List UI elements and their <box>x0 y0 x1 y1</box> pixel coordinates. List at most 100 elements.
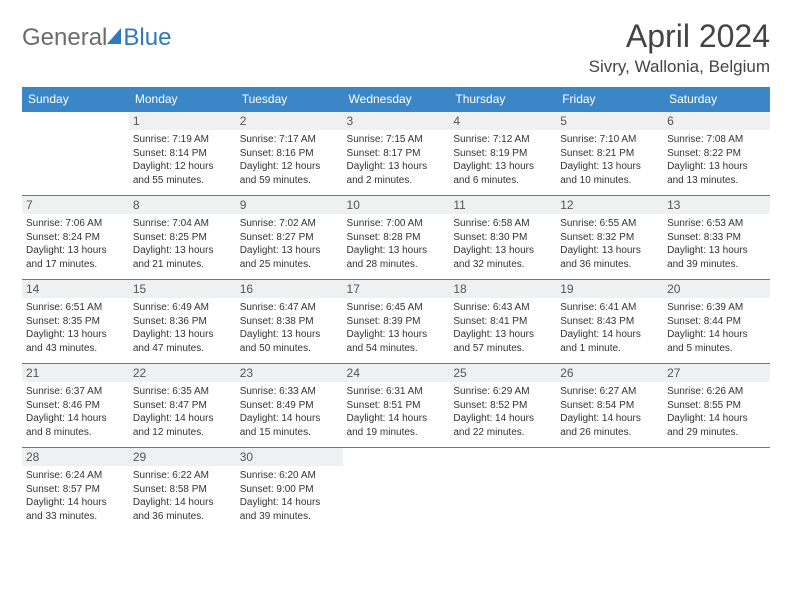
sunrise-text: Sunrise: 6:37 AM <box>26 386 102 397</box>
day-number: 10 <box>343 196 450 214</box>
calendar-table: SundayMondayTuesdayWednesdayThursdayFrid… <box>22 87 770 532</box>
day-details: Sunrise: 7:02 AMSunset: 8:27 PMDaylight:… <box>240 217 339 271</box>
sunrise-text: Sunrise: 6:58 AM <box>453 218 529 229</box>
calendar-day: 25Sunrise: 6:29 AMSunset: 8:52 PMDayligh… <box>449 364 556 448</box>
calendar-day: 17Sunrise: 6:45 AMSunset: 8:39 PMDayligh… <box>343 280 450 364</box>
daylight-text-2: and 39 minutes. <box>240 511 311 522</box>
sunset-text: Sunset: 8:57 PM <box>26 484 100 495</box>
sunrise-text: Sunrise: 6:51 AM <box>26 302 102 313</box>
daylight-text-2: and 15 minutes. <box>240 427 311 438</box>
sunset-text: Sunset: 8:16 PM <box>240 148 314 159</box>
day-number: 3 <box>343 112 450 130</box>
daylight-text-2: and 25 minutes. <box>240 259 311 270</box>
day-details: Sunrise: 6:43 AMSunset: 8:41 PMDaylight:… <box>453 301 552 355</box>
sunset-text: Sunset: 8:44 PM <box>667 316 741 327</box>
day-number: 6 <box>663 112 770 130</box>
daylight-text-2: and 57 minutes. <box>453 343 524 354</box>
day-number: 14 <box>22 280 129 298</box>
daylight-text-2: and 36 minutes. <box>560 259 631 270</box>
calendar-day: 5Sunrise: 7:10 AMSunset: 8:21 PMDaylight… <box>556 112 663 196</box>
day-header: Tuesday <box>236 87 343 112</box>
daylight-text-2: and 8 minutes. <box>26 427 92 438</box>
daylight-text-1: Daylight: 13 hours <box>133 245 214 256</box>
calendar-day: 1Sunrise: 7:19 AMSunset: 8:14 PMDaylight… <box>129 112 236 196</box>
daylight-text-2: and 28 minutes. <box>347 259 418 270</box>
sunrise-text: Sunrise: 6:47 AM <box>240 302 316 313</box>
calendar-week: 28 Sunrise: 6:24 AM Sunset: 8:57 PM Dayligh… <box>22 448 770 532</box>
calendar-week: 14Sunrise: 6:51 AMSunset: 8:35 PMDayligh… <box>22 280 770 364</box>
sunset-text: Sunset: 8:27 PM <box>240 232 314 243</box>
daylight-text-1: Daylight: 14 hours <box>667 329 748 340</box>
sunset-text: Sunset: 9:00 PM <box>240 484 314 495</box>
sunset-text: Sunset: 8:14 PM <box>133 148 207 159</box>
day-number: 2 <box>236 112 343 130</box>
daylight-text-2: and 12 minutes. <box>133 427 204 438</box>
calendar-day: 20Sunrise: 6:39 AMSunset: 8:44 PMDayligh… <box>663 280 770 364</box>
calendar-day: 30Sunrise: 6:20 AMSunset: 9:00 PMDayligh… <box>236 448 343 532</box>
sunrise-text: Sunrise: 7:02 AM <box>240 218 316 229</box>
sunrise-text: Sunrise: 6:41 AM <box>560 302 636 313</box>
sunset-text: Sunset: 8:21 PM <box>560 148 634 159</box>
location: Sivry, Wallonia, Belgium <box>589 57 770 77</box>
day-details: Sunrise: 6:41 AMSunset: 8:43 PMDaylight:… <box>560 301 659 355</box>
day-number: 30 <box>236 448 343 466</box>
calendar-day: 8 Sunrise: 7:04 AM Sunset: 8:25 PM Daylight… <box>129 196 236 280</box>
sunrise-text: Sunrise: 7:17 AM <box>240 134 316 145</box>
day-number: 21 <box>22 364 129 382</box>
day-number: 28 <box>22 448 129 466</box>
sunset-text: Sunset: 8:30 PM <box>453 232 527 243</box>
sunset-text: Sunset: 8:32 PM <box>560 232 634 243</box>
daylight-text-2: and 22 minutes. <box>453 427 524 438</box>
sunset-text: Sunset: 8:25 PM <box>133 232 207 243</box>
sunrise-text: Sunrise: 6:24 AM <box>26 470 102 481</box>
calendar-day: 6Sunrise: 7:08 AMSunset: 8:22 PMDaylight… <box>663 112 770 196</box>
day-header: Monday <box>129 87 236 112</box>
day-details: Sunrise: 7:19 AMSunset: 8:14 PMDaylight:… <box>133 133 232 187</box>
logo-sail-icon <box>107 28 121 44</box>
calendar-day: 9Sunrise: 7:02 AMSunset: 8:27 PMDaylight… <box>236 196 343 280</box>
daylight-text-2: and 32 minutes. <box>453 259 524 270</box>
sunset-text: Sunset: 8:24 PM <box>26 232 100 243</box>
sunrise-text: Sunrise: 6:49 AM <box>133 302 209 313</box>
calendar-day: 11Sunrise: 6:58 AMSunset: 8:30 PMDayligh… <box>449 196 556 280</box>
daylight-text-2: and 29 minutes. <box>667 427 738 438</box>
day-details: Sunrise: 7:15 AMSunset: 8:17 PMDaylight:… <box>347 133 446 187</box>
logo: General Blue <box>22 24 171 52</box>
day-header: Friday <box>556 87 663 112</box>
sunset-text: Sunset: 8:49 PM <box>240 400 314 411</box>
daylight-text-2: and 59 minutes. <box>240 175 311 186</box>
day-number: 8 <box>129 196 236 214</box>
daylight-text-2: and 13 minutes. <box>667 175 738 186</box>
sunset-text: Sunset: 8:33 PM <box>667 232 741 243</box>
daylight-text-2: and 1 minute. <box>560 343 621 354</box>
daylight-text-2: and 36 minutes. <box>133 511 204 522</box>
day-details: Sunrise: 7:04 AM Sunset: 8:25 PM Daylight:… <box>133 217 232 271</box>
daylight-text-1: Daylight: 14 hours <box>560 413 641 424</box>
sunrise-text: Sunrise: 6:29 AM <box>453 386 529 397</box>
sunrise-text: Sunrise: 6:39 AM <box>667 302 743 313</box>
day-details: Sunrise: 7:06 AMSunset: 8:24 PMDaylight:… <box>26 217 125 271</box>
day-number: 24 <box>343 364 450 382</box>
day-number: 23 <box>236 364 343 382</box>
calendar-week: 21Sunrise: 6:37 AMSunset: 8:46 PMDayligh… <box>22 364 770 448</box>
calendar-day: 13Sunrise: 6:53 AMSunset: 8:33 PMDayligh… <box>663 196 770 280</box>
daylight-text-1: Daylight: 13 hours <box>26 329 107 340</box>
day-details: Sunrise: 6:26 AMSunset: 8:55 PMDaylight:… <box>667 385 766 439</box>
logo-text-blue: Blue <box>123 24 171 52</box>
day-details: Sunrise: 6:33 AMSunset: 8:49 PMDaylight:… <box>240 385 339 439</box>
daylight-text-1: Daylight: 13 hours <box>133 329 214 340</box>
daylight-text-2: and 33 minutes. <box>26 511 97 522</box>
calendar-day: 21Sunrise: 6:37 AMSunset: 8:46 PMDayligh… <box>22 364 129 448</box>
daylight-text-1: Daylight: 14 hours <box>240 497 321 508</box>
title-block: April 2024 Sivry, Wallonia, Belgium <box>589 18 770 77</box>
sunrise-text: Sunrise: 7:04 AM <box>133 218 209 229</box>
daylight-text-2: and 10 minutes. <box>560 175 631 186</box>
daylight-text-2: and 54 minutes. <box>347 343 418 354</box>
day-header: Saturday <box>663 87 770 112</box>
daylight-text-1: Daylight: 13 hours <box>453 245 534 256</box>
calendar-empty <box>663 448 770 532</box>
daylight-text-1: Daylight: 13 hours <box>667 161 748 172</box>
daylight-text-1: Daylight: 13 hours <box>560 245 641 256</box>
day-number: 25 <box>449 364 556 382</box>
calendar-week: 1Sunrise: 7:19 AMSunset: 8:14 PMDaylight… <box>22 112 770 196</box>
